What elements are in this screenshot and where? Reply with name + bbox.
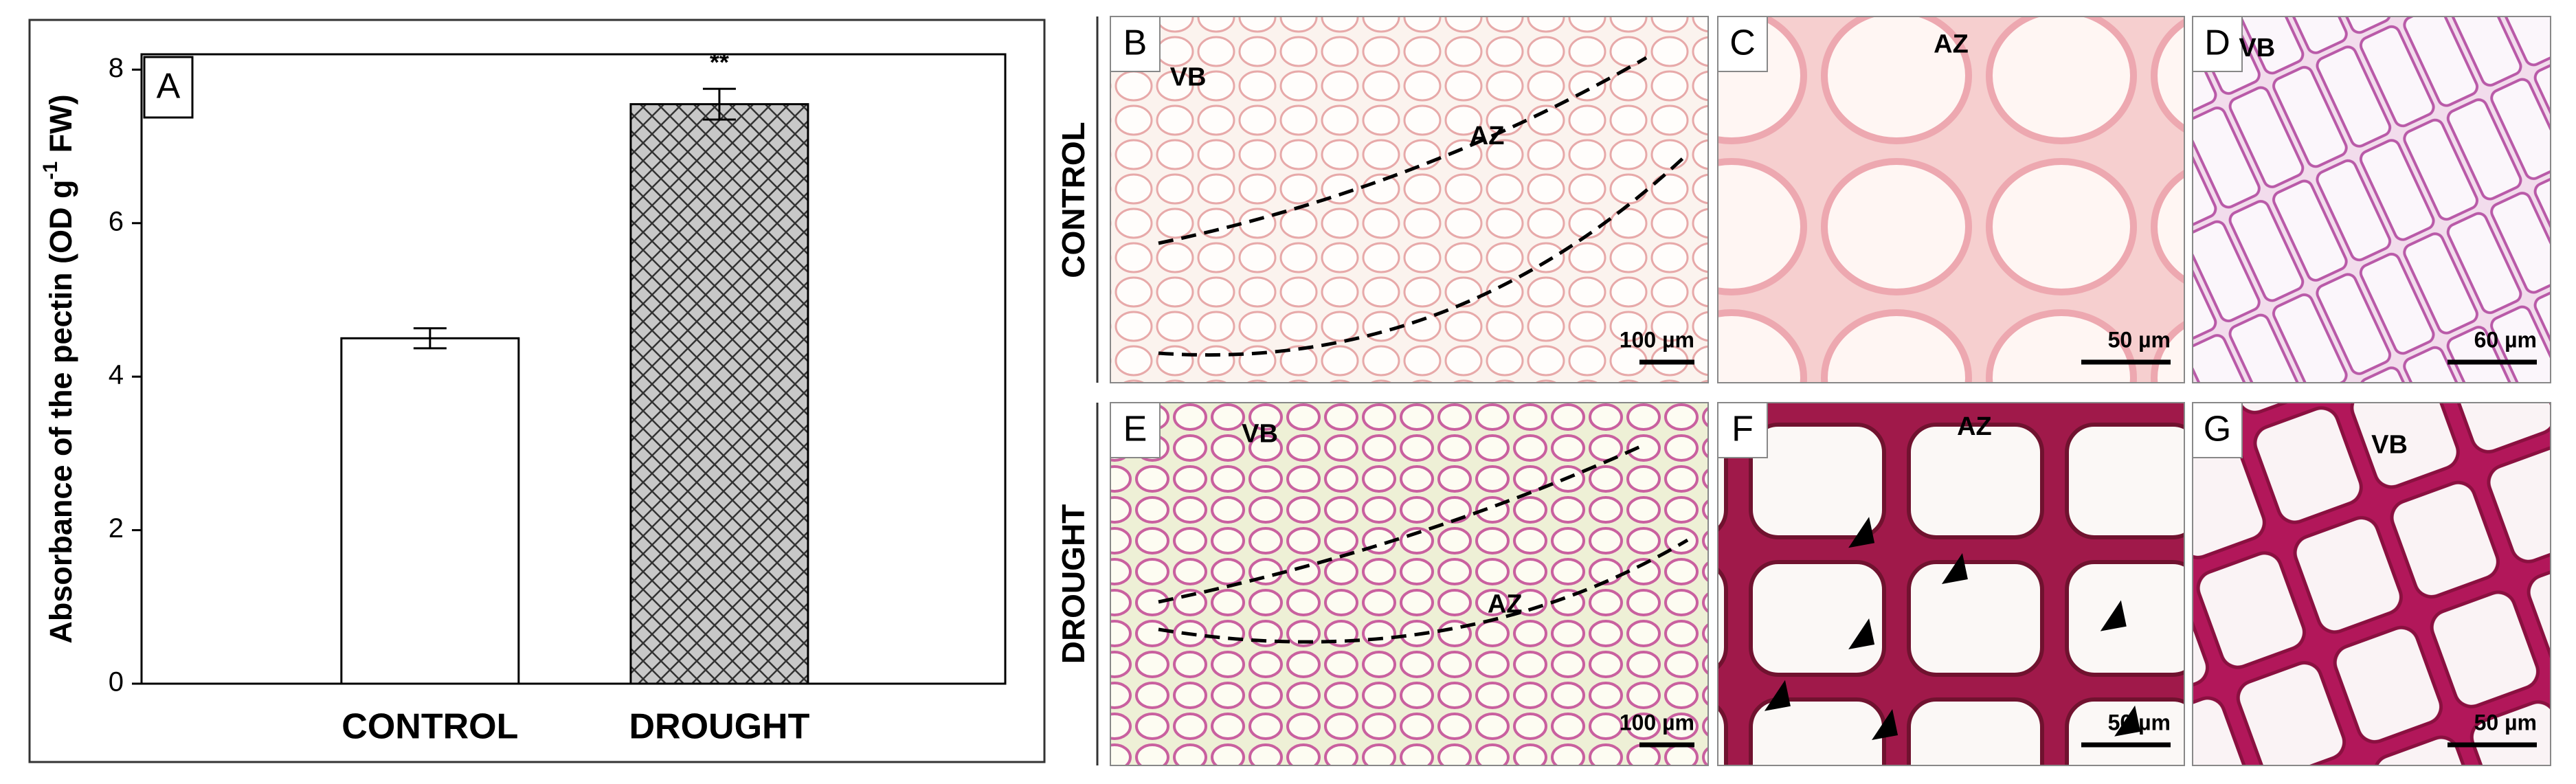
region-label: VB [1242, 420, 1278, 449]
arrowhead [1848, 517, 1875, 548]
az-boundary [1158, 56, 1648, 245]
scale-bar-label: 50 µm [2474, 710, 2537, 735]
arrowhead [2114, 705, 2141, 737]
panel-label-box [2192, 402, 2243, 458]
x-tick-label: CONTROL [341, 707, 518, 747]
y-label-part: -1 [39, 161, 62, 180]
panel-label: A [157, 67, 181, 107]
y-tick-label: 4 [109, 360, 124, 390]
panel-label: G [2204, 410, 2231, 449]
error-bar [702, 87, 736, 121]
region-label: AZ [1934, 30, 1969, 59]
micrograph [1717, 402, 2185, 766]
panel-label: E [1123, 410, 1147, 449]
scale-bar-label: 50 µm [2108, 710, 2171, 735]
y-axis-label: Absorbance of the pectin (OD g-1 FW) [39, 94, 78, 643]
panel-label-box [1110, 16, 1161, 72]
arrowhead [1848, 618, 1875, 650]
y-label-part: FW) [43, 94, 78, 161]
scale-bar-label: 100 µm [1620, 710, 1694, 735]
micrograph [1110, 402, 1709, 766]
bar [340, 337, 520, 685]
scale-bar-label: 100 µm [1620, 327, 1694, 352]
region-label: VB [2371, 430, 2408, 459]
panel-label: C [1729, 23, 1756, 63]
arrowhead [1941, 553, 1968, 584]
micrograph [1717, 16, 2185, 383]
panel-label-box [1717, 16, 1768, 72]
az-boundary [1158, 153, 1689, 357]
panel-a-frame [28, 19, 1046, 763]
row-label: DROUGHT [1055, 504, 1091, 664]
micrograph [2192, 402, 2551, 766]
az-boundary [1158, 538, 1689, 644]
y-tick-label: 8 [109, 53, 124, 83]
panel-label-box [1110, 402, 1161, 458]
plot-frame [140, 53, 1007, 685]
error-bar [413, 327, 447, 350]
micrograph [2192, 16, 2551, 383]
panel-label-box [1717, 402, 1768, 458]
panel-label-box [143, 56, 194, 119]
x-tick-label: DROUGHT [629, 707, 809, 747]
panel-label: B [1123, 23, 1147, 63]
bar [629, 103, 809, 685]
scale-bar-label: 60 µm [2474, 327, 2537, 352]
row-label: CONTROL [1055, 122, 1091, 278]
y-tick-label: 2 [109, 513, 124, 544]
panel-label: D [2204, 23, 2230, 63]
significance: ** [710, 48, 729, 76]
region-label: VB [1170, 63, 1207, 92]
scale-bar-label: 50 µm [2108, 327, 2171, 352]
y-tick-label: 0 [109, 667, 124, 697]
arrowhead [2100, 600, 2127, 631]
region-label: AZ [1957, 412, 1992, 441]
region-label: VB [2239, 34, 2275, 63]
panel-label: F [1732, 410, 1754, 449]
region-label: AZ [1488, 590, 1523, 619]
panel-label-box [2192, 16, 2243, 72]
region-label: AZ [1470, 122, 1505, 150]
y-label-part: Absorbance of the pectin (OD g [43, 180, 78, 644]
arrowhead [1764, 680, 1791, 711]
arrowhead [1872, 709, 1899, 741]
az-boundary [1158, 442, 1648, 604]
y-tick-label: 6 [109, 206, 124, 236]
